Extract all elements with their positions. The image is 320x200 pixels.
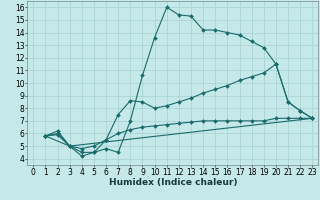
X-axis label: Humidex (Indice chaleur): Humidex (Indice chaleur) [108, 178, 237, 187]
